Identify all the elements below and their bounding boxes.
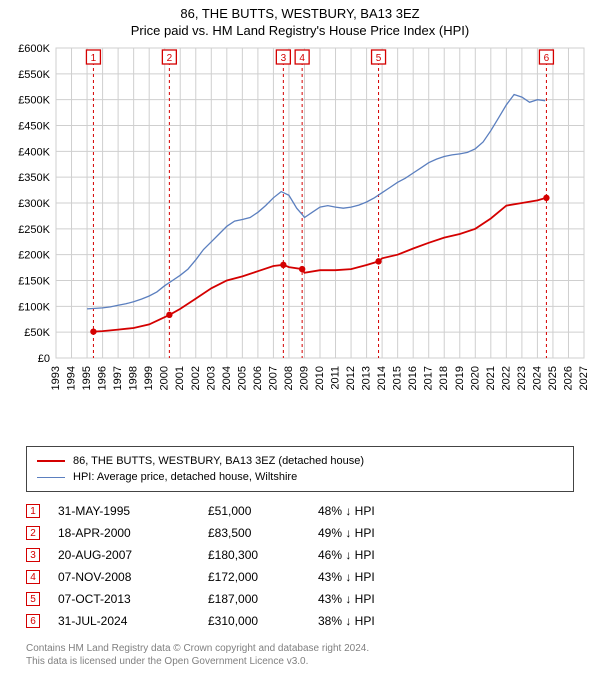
svg-text:£400K: £400K bbox=[18, 146, 50, 158]
table-row: 6 31-JUL-2024£310,00038% ↓ HPI bbox=[26, 610, 574, 632]
svg-text:£50K: £50K bbox=[24, 327, 50, 339]
svg-text:5: 5 bbox=[376, 53, 382, 64]
svg-text:2002: 2002 bbox=[190, 366, 202, 390]
svg-text:£500K: £500K bbox=[18, 95, 50, 107]
svg-text:2001: 2001 bbox=[174, 366, 186, 390]
svg-text:2025: 2025 bbox=[547, 366, 559, 390]
svg-text:2014: 2014 bbox=[376, 366, 388, 390]
sale-delta: 43% ↓ HPI bbox=[318, 570, 438, 584]
sale-marker: 1 bbox=[26, 504, 40, 518]
svg-text:2013: 2013 bbox=[361, 366, 373, 390]
svg-text:2006: 2006 bbox=[252, 366, 264, 390]
chart-title: 86, THE BUTTS, WESTBURY, BA13 3EZ bbox=[0, 6, 600, 21]
svg-text:1999: 1999 bbox=[143, 366, 155, 390]
sale-date: 31-MAY-1995 bbox=[58, 504, 208, 518]
legend-row: 86, THE BUTTS, WESTBURY, BA13 3EZ (detac… bbox=[37, 453, 563, 469]
sale-marker: 2 bbox=[26, 526, 40, 540]
svg-text:2019: 2019 bbox=[454, 366, 466, 390]
svg-text:2020: 2020 bbox=[469, 366, 481, 390]
svg-text:2010: 2010 bbox=[314, 366, 326, 390]
footer-line: This data is licensed under the Open Gov… bbox=[26, 655, 574, 668]
chart-svg: £0 £50K £100K £150K £200K £250K £300K £350K £400… bbox=[0, 38, 600, 438]
svg-text:2004: 2004 bbox=[221, 366, 233, 390]
svg-text:2000: 2000 bbox=[159, 366, 171, 390]
sale-price: £51,000 bbox=[208, 504, 318, 518]
sale-price: £310,000 bbox=[208, 614, 318, 628]
sale-date: 18-APR-2000 bbox=[58, 526, 208, 540]
svg-text:6: 6 bbox=[544, 53, 550, 64]
legend-row: HPI: Average price, detached house, Wilt… bbox=[37, 469, 563, 485]
svg-text:1993: 1993 bbox=[50, 366, 62, 390]
svg-text:4: 4 bbox=[299, 53, 305, 64]
svg-text:2009: 2009 bbox=[298, 366, 310, 390]
sale-marker: 6 bbox=[26, 614, 40, 628]
legend: 86, THE BUTTS, WESTBURY, BA13 3EZ (detac… bbox=[26, 446, 574, 492]
svg-text:£200K: £200K bbox=[18, 250, 50, 262]
legend-swatch bbox=[37, 460, 65, 462]
legend-swatch bbox=[37, 477, 65, 478]
svg-text:2003: 2003 bbox=[205, 366, 217, 390]
chart-subtitle: Price paid vs. HM Land Registry's House … bbox=[0, 23, 600, 38]
table-row: 3 20-AUG-2007£180,30046% ↓ HPI bbox=[26, 544, 574, 566]
sale-delta: 49% ↓ HPI bbox=[318, 526, 438, 540]
svg-text:1: 1 bbox=[91, 53, 97, 64]
svg-text:1996: 1996 bbox=[97, 366, 109, 390]
svg-text:£300K: £300K bbox=[18, 198, 50, 210]
table-row: 5 07-OCT-2013£187,00043% ↓ HPI bbox=[26, 588, 574, 610]
svg-text:2021: 2021 bbox=[485, 366, 497, 390]
sale-delta: 43% ↓ HPI bbox=[318, 592, 438, 606]
svg-text:2016: 2016 bbox=[407, 366, 419, 390]
svg-text:2023: 2023 bbox=[516, 366, 528, 390]
chart-area: £0 £50K £100K £150K £200K £250K £300K £350K £400… bbox=[0, 38, 600, 438]
svg-text:2011: 2011 bbox=[330, 366, 342, 390]
svg-text:2022: 2022 bbox=[500, 366, 512, 390]
table-row: 4 07-NOV-2008£172,00043% ↓ HPI bbox=[26, 566, 574, 588]
sale-date: 20-AUG-2007 bbox=[58, 548, 208, 562]
legend-label: HPI: Average price, detached house, Wilt… bbox=[73, 471, 297, 483]
svg-text:£350K: £350K bbox=[18, 172, 50, 184]
sale-price: £180,300 bbox=[208, 548, 318, 562]
sales-table: 1 31-MAY-1995£51,00048% ↓ HPI 2 18-APR-2000… bbox=[26, 500, 574, 632]
sale-delta: 48% ↓ HPI bbox=[318, 504, 438, 518]
svg-text:2024: 2024 bbox=[531, 366, 543, 390]
svg-text:2: 2 bbox=[167, 53, 173, 64]
sale-price: £172,000 bbox=[208, 570, 318, 584]
svg-text:2017: 2017 bbox=[423, 366, 435, 390]
svg-text:2005: 2005 bbox=[236, 366, 248, 390]
svg-text:1994: 1994 bbox=[66, 366, 78, 390]
svg-text:1995: 1995 bbox=[81, 366, 93, 390]
svg-text:£0: £0 bbox=[38, 353, 50, 365]
svg-text:£550K: £550K bbox=[18, 69, 50, 81]
svg-text:1998: 1998 bbox=[128, 366, 140, 390]
svg-text:2027: 2027 bbox=[578, 366, 590, 390]
svg-text:2026: 2026 bbox=[562, 366, 574, 390]
svg-text:2018: 2018 bbox=[438, 366, 450, 390]
sale-price: £187,000 bbox=[208, 592, 318, 606]
sale-marker: 5 bbox=[26, 592, 40, 606]
svg-text:£600K: £600K bbox=[18, 43, 50, 55]
sale-delta: 38% ↓ HPI bbox=[318, 614, 438, 628]
svg-text:3: 3 bbox=[281, 53, 287, 64]
footer: Contains HM Land Registry data © Crown c… bbox=[26, 642, 574, 668]
svg-text:1997: 1997 bbox=[112, 366, 124, 390]
svg-text:2008: 2008 bbox=[283, 366, 295, 390]
sale-marker: 4 bbox=[26, 570, 40, 584]
svg-text:£100K: £100K bbox=[18, 301, 50, 313]
footer-line: Contains HM Land Registry data © Crown c… bbox=[26, 642, 574, 655]
table-row: 2 18-APR-2000£83,50049% ↓ HPI bbox=[26, 522, 574, 544]
sale-delta: 46% ↓ HPI bbox=[318, 548, 438, 562]
svg-text:£250K: £250K bbox=[18, 224, 50, 236]
sale-date: 07-OCT-2013 bbox=[58, 592, 208, 606]
sale-price: £83,500 bbox=[208, 526, 318, 540]
sale-date: 07-NOV-2008 bbox=[58, 570, 208, 584]
sale-marker: 3 bbox=[26, 548, 40, 562]
svg-text:2007: 2007 bbox=[267, 366, 279, 390]
svg-text:£150K: £150K bbox=[18, 276, 50, 288]
svg-text:2015: 2015 bbox=[392, 366, 404, 390]
legend-label: 86, THE BUTTS, WESTBURY, BA13 3EZ (detac… bbox=[73, 455, 364, 467]
table-row: 1 31-MAY-1995£51,00048% ↓ HPI bbox=[26, 500, 574, 522]
svg-text:£450K: £450K bbox=[18, 121, 50, 133]
sale-date: 31-JUL-2024 bbox=[58, 614, 208, 628]
svg-text:2012: 2012 bbox=[345, 366, 357, 390]
